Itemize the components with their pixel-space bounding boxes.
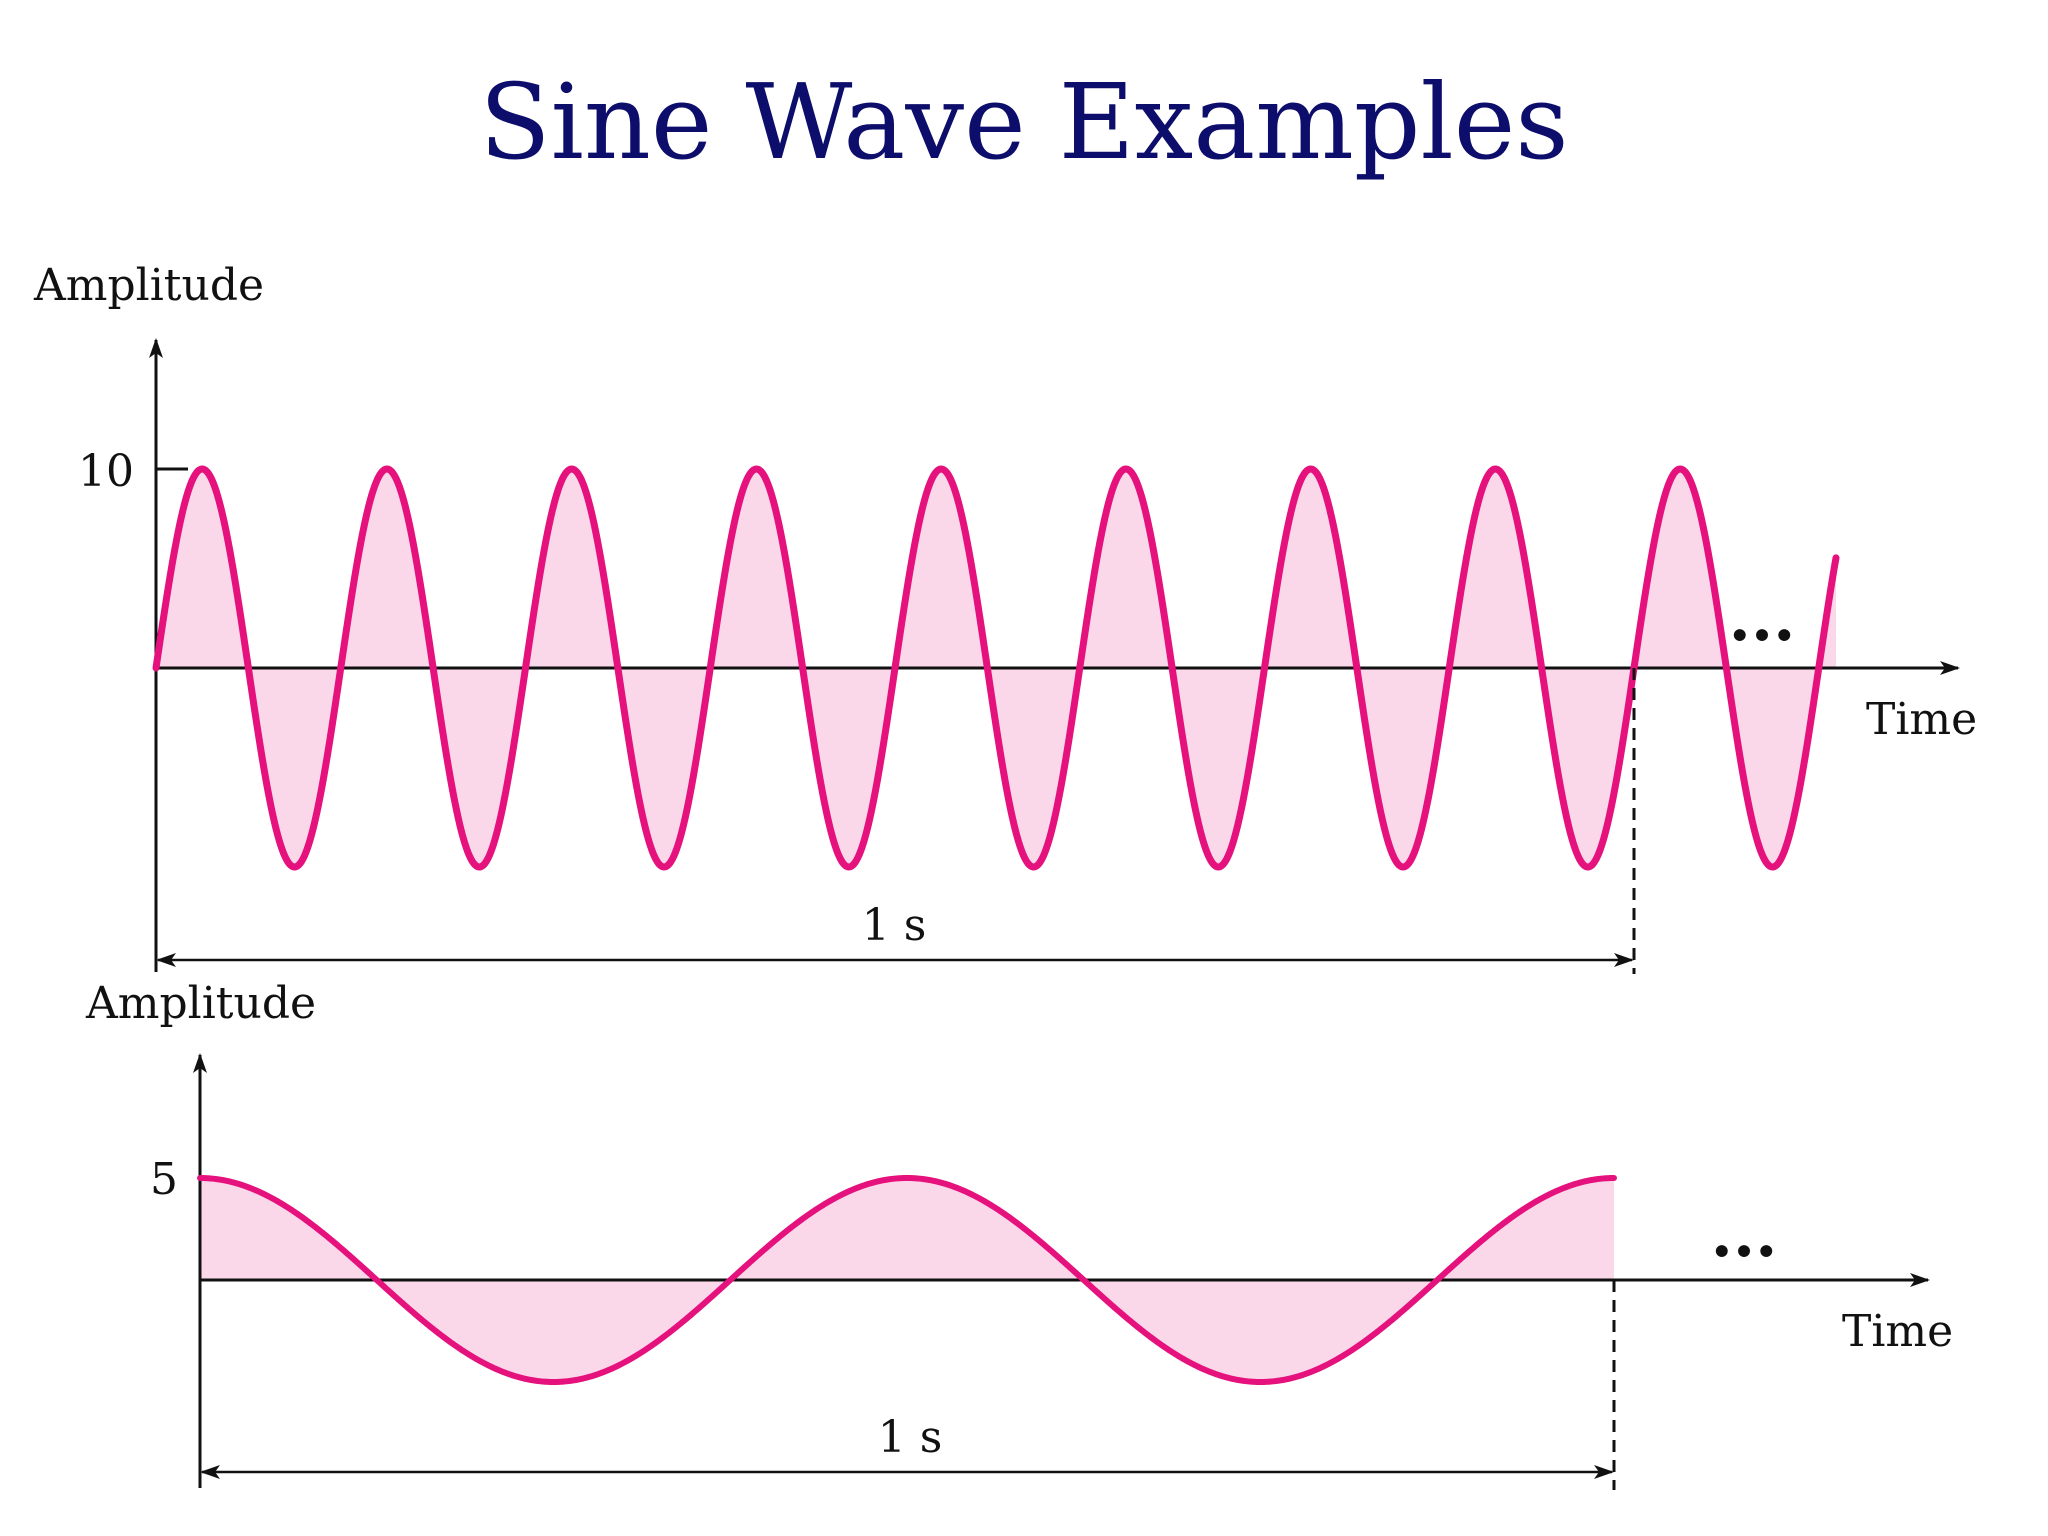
chart-1-duration-label: 1 s <box>862 900 927 951</box>
chart-1-continuation-dots: ... <box>1729 581 1796 656</box>
chart-2-continuation-dots: ... <box>1711 1197 1778 1272</box>
chart-2: Amplitude 5 Time 1 s ... <box>85 978 1953 1490</box>
chart-1-series-line <box>152 465 1840 871</box>
chart-1-x-axis-label: Time <box>1866 694 1977 745</box>
chart-2-x-axis-label: Time <box>1842 1306 1953 1357</box>
chart-1: Amplitude 10 Time 1 s ... <box>33 260 1977 974</box>
chart-1-y-axis-label: Amplitude <box>33 260 264 311</box>
chart-2-peak-tick-label: 5 <box>150 1154 178 1205</box>
chart-2-y-axis-label: Amplitude <box>85 978 316 1029</box>
slide-title: Sine Wave Examples <box>479 61 1569 183</box>
chart-1-peak-tick-label: 10 <box>78 446 134 497</box>
chart-2-duration-label: 1 s <box>878 1412 943 1463</box>
chart-2-series-line <box>197 1175 1617 1385</box>
